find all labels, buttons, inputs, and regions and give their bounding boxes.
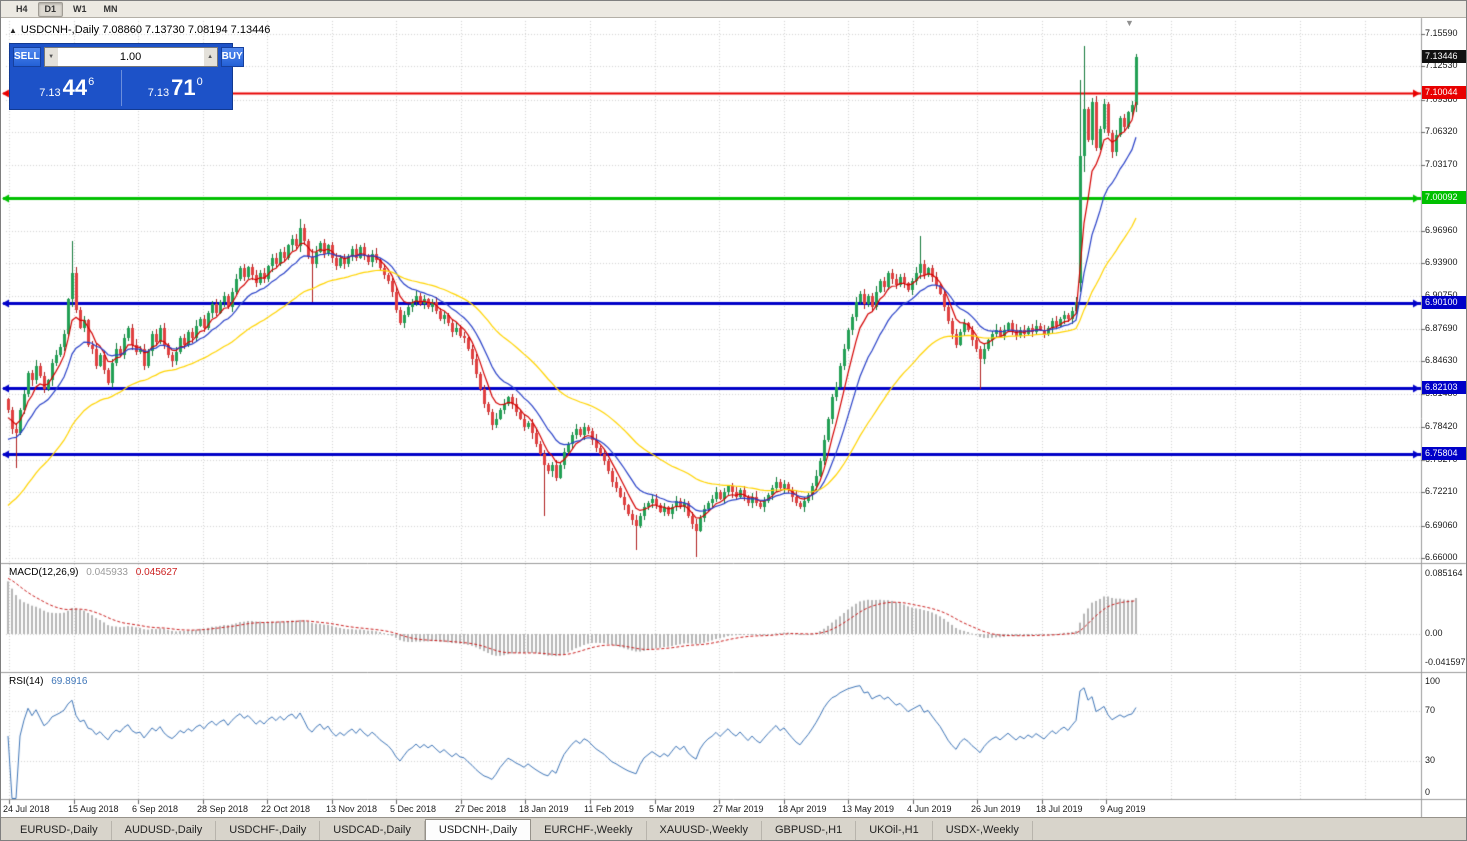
price-axis-tick: 6.93900	[1425, 257, 1458, 267]
level-price-label: 6.82103	[1422, 381, 1466, 394]
date-axis-label: 13 May 2019	[842, 804, 895, 814]
buy-button[interactable]: BUY	[220, 47, 244, 67]
sell-button[interactable]: SELL	[13, 47, 41, 67]
price-axis-tick: 6.66000	[1425, 552, 1458, 562]
date-axis-label: 4 Jun 2019	[907, 804, 952, 814]
level-price-label: 7.10044	[1422, 86, 1466, 99]
date-axis-label: 11 Feb 2019	[584, 804, 634, 814]
date-axis-label: 9 Aug 2019	[1100, 804, 1146, 814]
level-price-label: 7.00092	[1422, 191, 1466, 204]
volume-decrease-icon[interactable]: ▼	[44, 48, 58, 66]
macd-axis-label: -0.041597	[1425, 657, 1466, 667]
sell-price-point: 6	[88, 76, 95, 88]
price-axis-tick: 6.84630	[1425, 355, 1458, 365]
current-price-label: 7.13446	[1422, 50, 1466, 63]
date-axis-label: 15 Aug 2018	[68, 804, 119, 814]
chart-tab-usdchfdaily[interactable]: USDCHF-,Daily	[216, 821, 321, 840]
price-axis-tick: 7.12530	[1425, 60, 1458, 70]
price-axis-tick: 6.96960	[1425, 225, 1458, 235]
chart-title: ▲ USDCNH-,Daily 7.08860 7.13730 7.08194 7…	[9, 24, 270, 36]
rsi-axis-label: 100	[1425, 676, 1441, 686]
volume-input[interactable]	[57, 48, 204, 66]
chart-title-text: USDCNH-,Daily 7.08860 7.13730 7.08194 7.…	[20, 24, 271, 36]
level-price-label: 6.75804	[1422, 447, 1466, 460]
price-axis-tick: 6.69060	[1425, 520, 1458, 530]
chart-tab-usdxweekly[interactable]: USDX-,Weekly	[933, 821, 1033, 840]
level-price-label: 6.90100	[1422, 296, 1466, 309]
collapse-one-click-icon[interactable]: ▲	[9, 26, 17, 35]
chart-tab-usdcaddaily[interactable]: USDCAD-,Daily	[320, 821, 425, 840]
chart-tab-eurusddaily[interactable]: EURUSD-,Daily	[7, 821, 112, 840]
sell-price-display[interactable]: 7.13 44 6	[13, 70, 121, 106]
date-axis-label: 28 Sep 2018	[197, 804, 249, 814]
macd-name: MACD(12,26,9)	[9, 567, 79, 578]
date-axis-label: 26 Jun 2019	[971, 804, 1021, 814]
price-axis-tick: 6.90750	[1425, 290, 1458, 300]
one-click-trading-panel: SELL ▼ ▲ BUY 7.13 44 6 7.13 71 0	[9, 43, 244, 110]
chart-tab-gbpusdh1[interactable]: GBPUSD-,H1	[762, 821, 857, 840]
chart-tab-xauusdweekly[interactable]: XAUUSD-,Weekly	[647, 821, 762, 840]
timeframe-button-w1[interactable]: W1	[73, 3, 87, 14]
price-axis-tick: 7.03170	[1425, 159, 1458, 169]
timeframe-button-h4[interactable]: H4	[16, 3, 28, 14]
price-axis-tick: 7.15590	[1425, 28, 1458, 38]
date-axis-label: 18 Jul 2019	[1036, 804, 1083, 814]
buy-price-pips: 71	[171, 75, 196, 100]
volume-increase-icon[interactable]: ▲	[203, 48, 217, 66]
date-axis-label: 27 Dec 2018	[455, 804, 507, 814]
chart-shift-marker-icon: ▼	[1125, 18, 1134, 28]
price-axis-tick: 7.09380	[1425, 94, 1458, 104]
buy-price-main: 7.13	[147, 87, 170, 99]
macd-main-value: 0.045933	[86, 567, 128, 578]
price-axis-tick: 7.06320	[1425, 126, 1458, 136]
date-axis-label: 6 Sep 2018	[132, 804, 179, 814]
rsi-indicator-label: RSI(14) 69.8916	[9, 676, 87, 687]
buy-price-display[interactable]: 7.13 71 0	[120, 70, 230, 106]
macd-indicator-label: MACD(12,26,9) 0.045933 0.045627	[9, 567, 177, 578]
sell-price-pips: 44	[62, 75, 88, 100]
chart-tab-eurchfweekly[interactable]: EURCHF-,Weekly	[531, 821, 647, 840]
sell-price-main: 7.13	[39, 87, 61, 99]
date-axis-label: 13 Nov 2018	[326, 804, 378, 814]
date-axis-label: 5 Dec 2018	[390, 804, 437, 814]
rsi-value: 69.8916	[51, 676, 88, 687]
chart-toolbar: H4 D1 W1 MN	[1, 1, 1466, 18]
timeframe-button-d1[interactable]: D1	[37, 1, 64, 17]
date-axis-label: 27 Mar 2019	[713, 804, 764, 814]
chart-tabs-bar: EURUSD-,Daily AUDUSD-,Daily USDCHF-,Daily U…	[1, 817, 1466, 840]
price-axis-tick: 6.72210	[1425, 486, 1458, 496]
chart-tab-audusddaily[interactable]: AUDUSD-,Daily	[112, 821, 217, 840]
rsi-axis-label: 30	[1425, 755, 1436, 765]
date-axis-label: 5 Mar 2019	[649, 804, 695, 814]
chart-tab-ukoilh1[interactable]: UKOil-,H1	[856, 821, 933, 840]
macd-signal-value: 0.045627	[135, 567, 178, 578]
chart-tab-usdcnhdaily[interactable]: USDCNH-,Daily	[424, 819, 532, 840]
date-axis-label: 18 Jan 2019	[519, 804, 569, 814]
date-axis-label: 18 Apr 2019	[778, 804, 827, 814]
timeframe-button-mn[interactable]: MN	[103, 3, 118, 14]
date-axis-label: 22 Oct 2018	[261, 804, 311, 814]
macd-axis-label: 0.00	[1425, 628, 1443, 638]
volume-stepper: ▼ ▲	[43, 47, 218, 67]
buy-price-point: 0	[196, 76, 203, 88]
price-axis-tick: 6.87690	[1425, 323, 1458, 333]
macd-axis-label: 0.085164	[1425, 568, 1463, 578]
rsi-name: RSI(14)	[9, 676, 44, 687]
date-axis-label: 24 Jul 2018	[3, 804, 50, 814]
price-axis-tick: 6.78420	[1425, 421, 1458, 431]
rsi-axis-label: 70	[1425, 705, 1436, 715]
rsi-axis-label: 0	[1425, 787, 1431, 797]
